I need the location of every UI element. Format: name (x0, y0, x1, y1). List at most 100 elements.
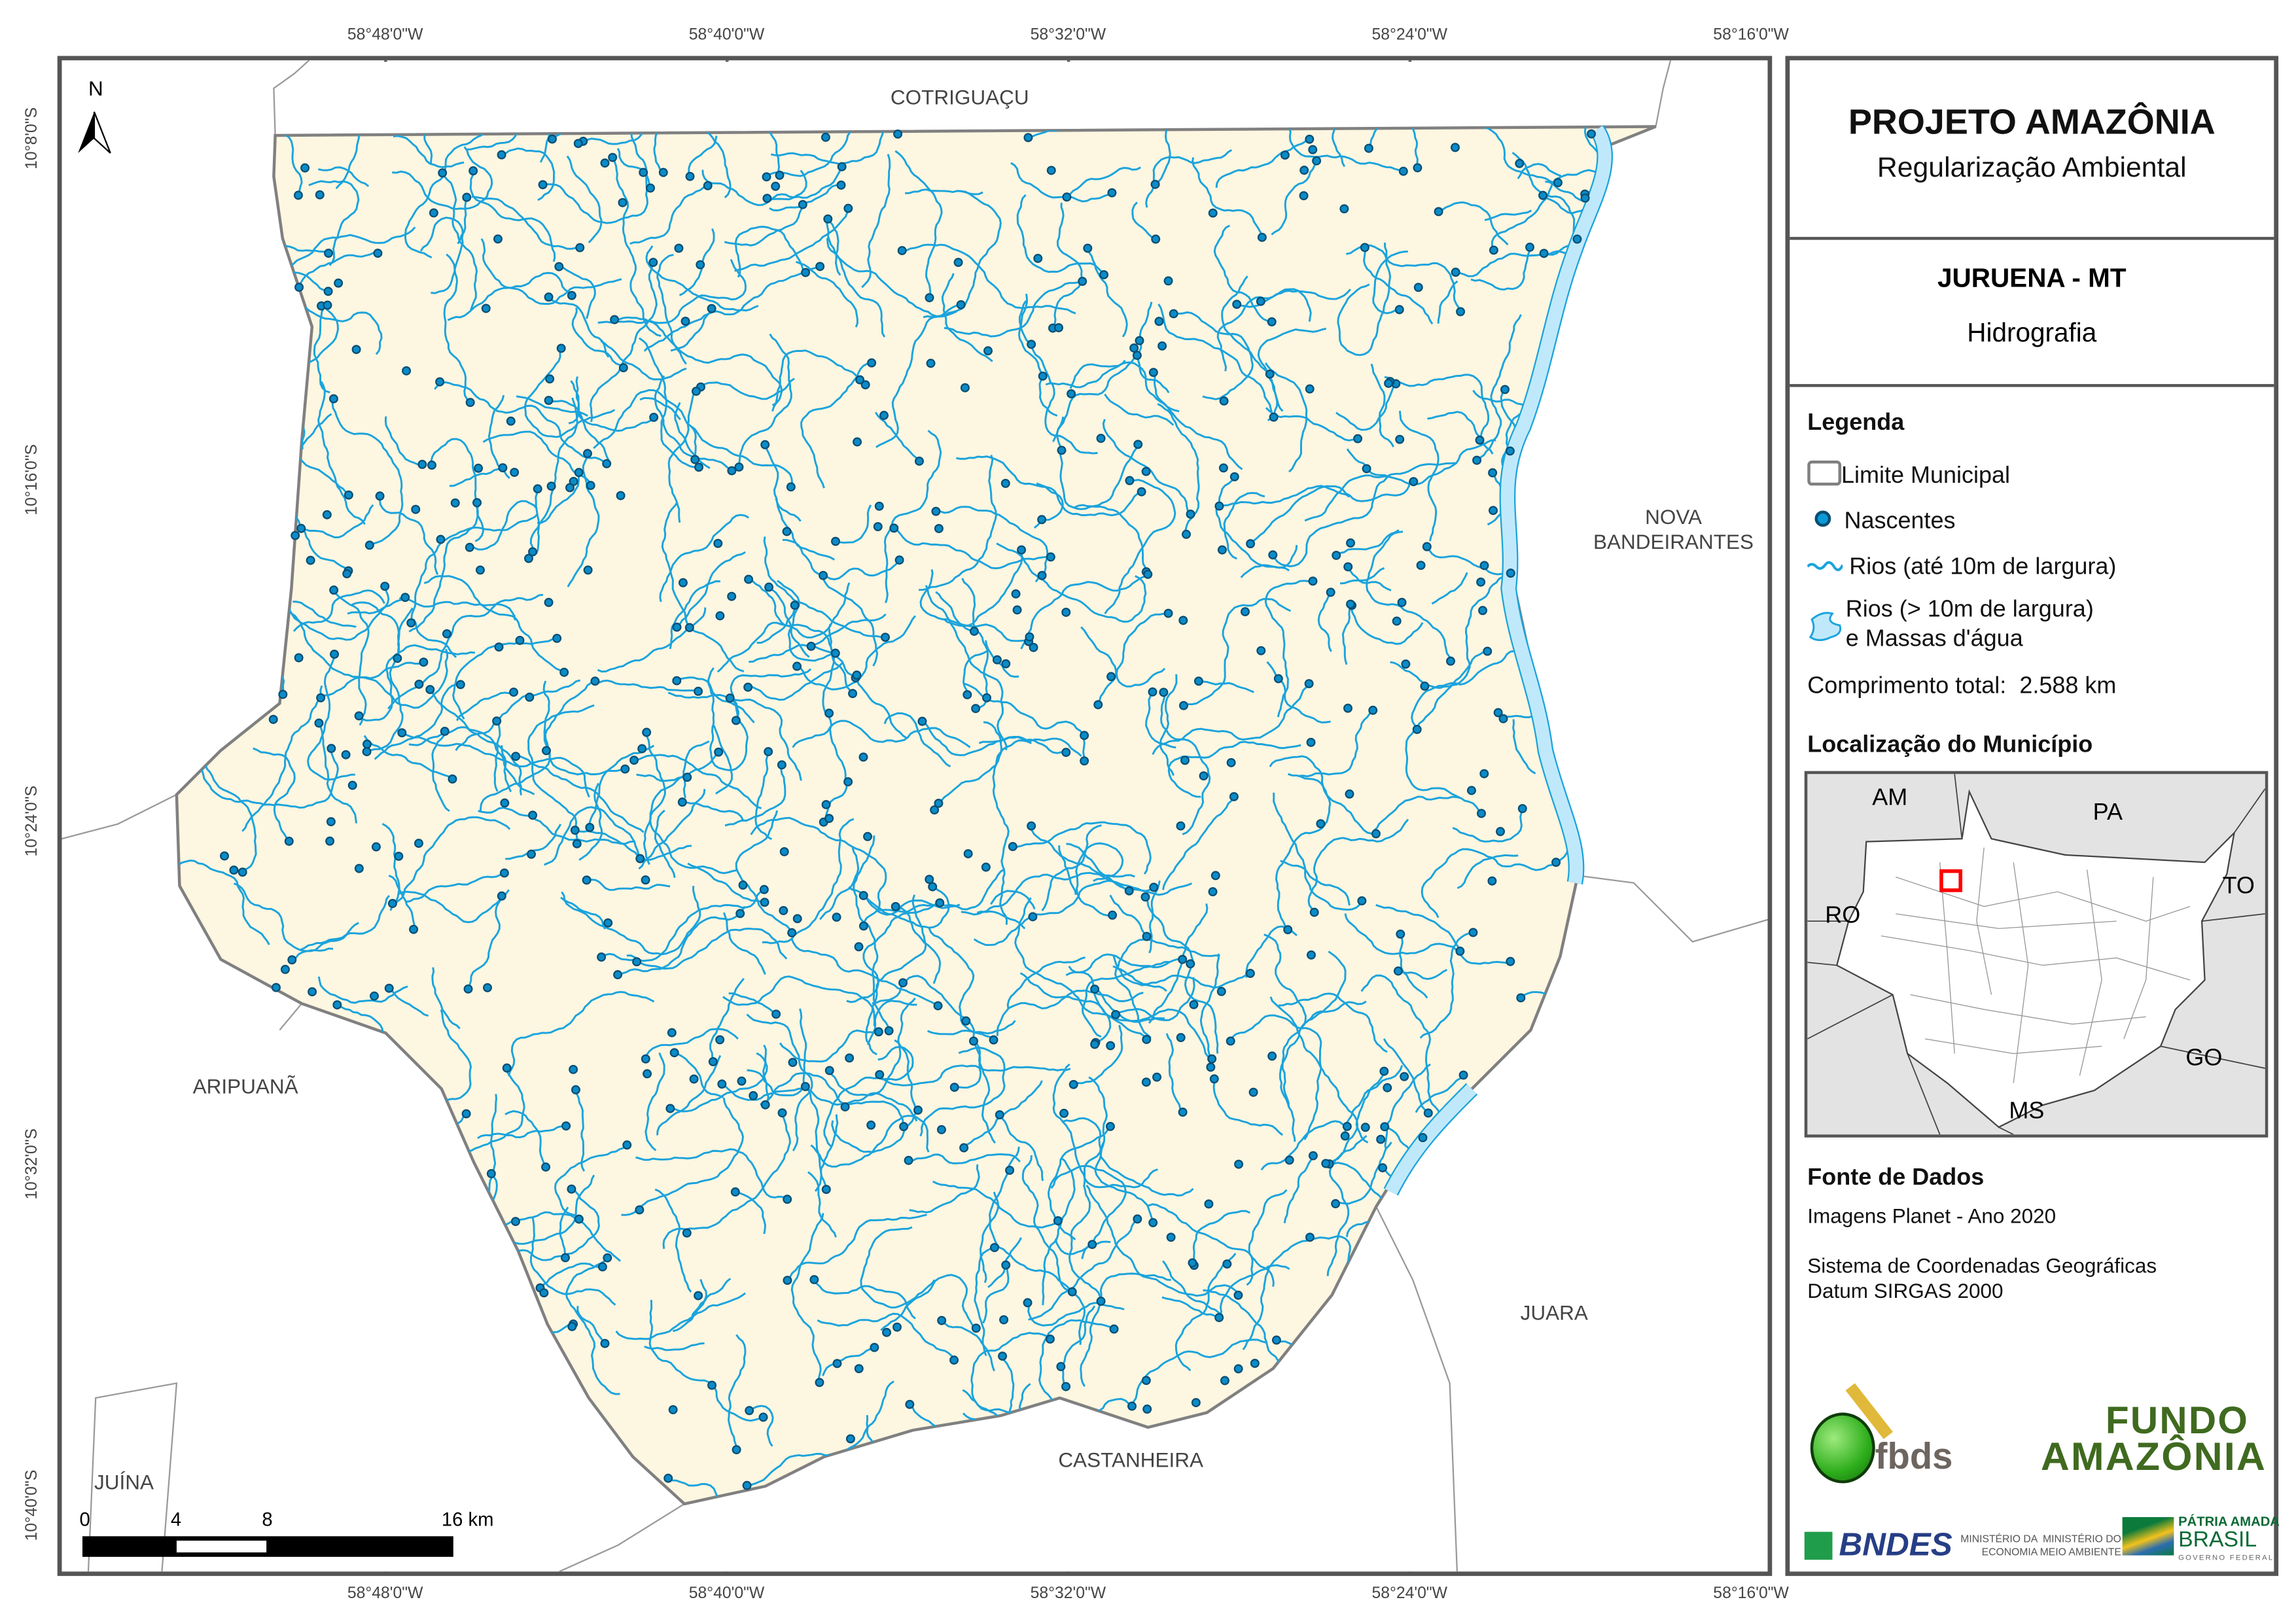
river-line (1073, 1024, 1123, 1086)
spring-point (1140, 892, 1150, 902)
river-line (811, 613, 887, 648)
river-line (1366, 531, 1452, 661)
spring-point (341, 750, 351, 759)
logo-text: PÁTRIA AMADA (2178, 1514, 2280, 1529)
river-line (1329, 1161, 1392, 1208)
river-line (537, 472, 580, 524)
river-line (574, 829, 692, 861)
spring-point (743, 682, 753, 692)
river-line (1115, 977, 1195, 1021)
hydrography-map[interactable] (62, 60, 1768, 1572)
spring-point (229, 865, 239, 875)
river-line (670, 308, 713, 352)
map-frame[interactable]: N COTRIGUAÇU NOVA BANDEIRANTES ARIPUANÃ J… (57, 56, 1773, 1577)
spring-point (493, 234, 503, 244)
spring-point (528, 811, 538, 820)
spring-point (703, 181, 713, 190)
spring-point (238, 867, 247, 877)
river-line (688, 1278, 732, 1323)
river-line (441, 172, 478, 311)
river-line (501, 147, 556, 201)
spring-point (1033, 254, 1043, 263)
spring-point (707, 1380, 717, 1390)
spring-point (694, 1291, 703, 1300)
spring-point (798, 200, 807, 209)
spring-point (1493, 708, 1503, 718)
spring-point (694, 462, 703, 472)
river-line (467, 889, 510, 990)
river-line (1384, 374, 1490, 441)
spring-point (1053, 1216, 1063, 1226)
river-line (645, 1028, 739, 1060)
spring-point (1219, 396, 1229, 406)
river-line (1051, 202, 1084, 329)
rivers-small (176, 126, 1656, 1504)
logo-text: GOVERNO FEDERAL (2178, 1554, 2274, 1563)
spring-point (1538, 190, 1548, 200)
river-line (1431, 572, 1468, 605)
river-line (1271, 160, 1318, 236)
spring-point (1176, 1033, 1186, 1043)
spring-point (815, 1378, 824, 1387)
spring-point (989, 1035, 998, 1045)
spring-point (1188, 1258, 1197, 1268)
spring-point (1516, 993, 1526, 1003)
river-line (826, 218, 957, 318)
spring-point (406, 618, 416, 628)
spring-point (583, 565, 593, 575)
river-line (862, 894, 961, 916)
spring-point (1420, 681, 1430, 691)
lat-label: 10°24'0"S (23, 785, 41, 857)
spring-point (1525, 242, 1534, 252)
legend-item-springs: Nascentes (1807, 509, 1956, 535)
spring-point (646, 183, 655, 193)
spring-point (1376, 1134, 1386, 1144)
spring-point (832, 913, 841, 922)
spring-point (1023, 1298, 1033, 1308)
river-line (766, 129, 781, 176)
spring-point (497, 150, 506, 160)
spring-point (1061, 1382, 1070, 1391)
spring-point (544, 292, 554, 302)
river-line (617, 905, 746, 976)
river-line (1198, 680, 1254, 693)
spring-point (1005, 1165, 1015, 1175)
river-line (358, 644, 476, 722)
spring-point (1360, 243, 1369, 253)
spring-point (989, 1243, 999, 1253)
spring-point (1472, 455, 1482, 465)
spring-point (1458, 1070, 1468, 1080)
spring-point (541, 1162, 551, 1172)
river-line (865, 894, 927, 1056)
spring-point (963, 689, 972, 699)
map-theme: Hidrografia (1967, 317, 2097, 347)
spring-point (1477, 809, 1486, 818)
river-line (990, 890, 1036, 910)
spring-point (1475, 435, 1485, 445)
river-line (982, 1265, 1010, 1324)
spring-point (917, 716, 927, 726)
river-line (578, 782, 603, 861)
spring-point (610, 315, 620, 324)
river-line (388, 875, 415, 930)
river-line (654, 809, 676, 879)
state-label-ro: RO (1825, 903, 1861, 929)
spring-point (1384, 378, 1394, 388)
spring-point (502, 1063, 512, 1073)
spring-point (1256, 296, 1265, 306)
spring-point (1309, 907, 1319, 917)
spring-point (1011, 589, 1021, 599)
river-line (389, 816, 511, 911)
spring-point (1027, 340, 1036, 349)
river-line (443, 253, 471, 404)
river-line (1279, 1000, 1367, 1142)
river-line (1260, 1120, 1348, 1171)
spring-point (775, 170, 785, 180)
river-line (1265, 407, 1358, 442)
river-line (762, 818, 855, 945)
river-line (1257, 327, 1327, 412)
spring-point-icon (1814, 510, 1831, 527)
lon-label-bottom: 58°24'0"W (1371, 1584, 1448, 1603)
river-line (701, 166, 843, 207)
scale-label: 0 (79, 1508, 90, 1531)
